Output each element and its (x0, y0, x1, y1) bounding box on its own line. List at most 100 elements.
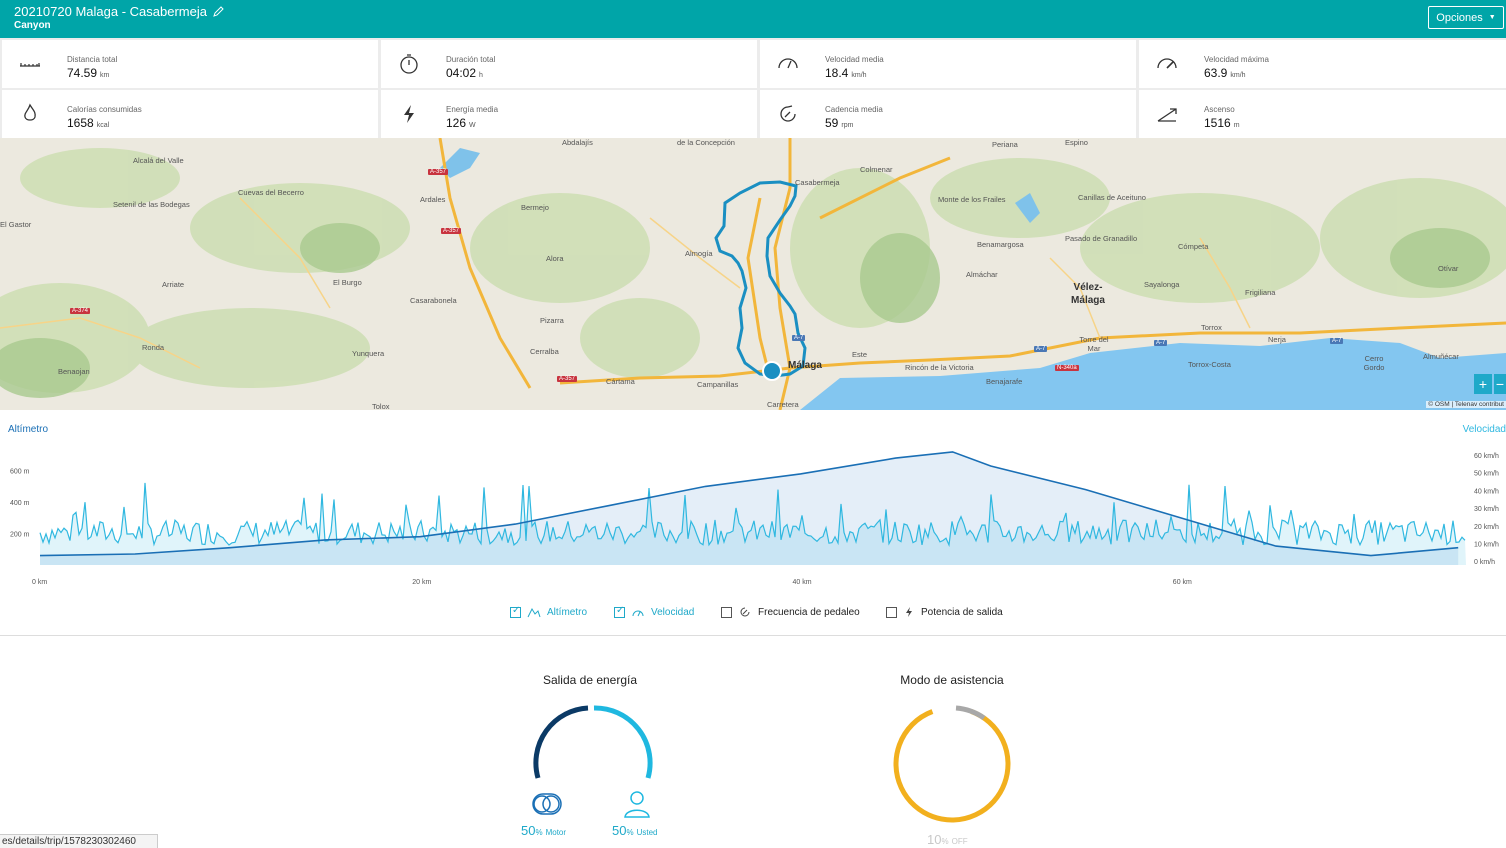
x-tick-label: 0 km (32, 579, 47, 586)
road-badge: N-340a (1055, 365, 1079, 371)
stat-value: 126 W (446, 116, 476, 130)
pencil-icon[interactable] (213, 6, 224, 17)
speed-checkbox[interactable] (614, 605, 625, 618)
speed-area (40, 482, 1466, 565)
x-tick-label: 60 km (1173, 579, 1192, 586)
road-badge: A-357 (428, 169, 449, 175)
map-place: Abdalajís (562, 138, 593, 147)
stat-cadence: Cadencia media 59 rpm (760, 90, 1136, 138)
stat-value: 18.4 km/h (825, 66, 867, 80)
map-place: Benamargosa (977, 240, 1024, 249)
altitude-line (39, 451, 1459, 557)
road-badge: A-7 (792, 335, 806, 341)
map-place: Ronda (142, 343, 165, 352)
map-place: Espino (1065, 138, 1088, 147)
legend-label: Potencia de salida (921, 606, 1003, 618)
stat-value: 1516 m (1204, 116, 1240, 130)
stat-label: Calorías consumidas (67, 105, 142, 114)
map-place: Alcalá del Valle (133, 156, 184, 165)
stat-ascent: Ascenso 1516 m (1139, 90, 1506, 138)
map-place: Almogía (685, 249, 713, 258)
x-tick-label: 40 km (793, 579, 812, 586)
map-place: Torrox-Costa (1188, 360, 1231, 369)
speed-line (39, 482, 1466, 548)
road-badge: A-357 (441, 228, 462, 234)
map-place: Setenil de las Bodegas (113, 200, 190, 209)
legend-speed[interactable]: Velocidad (614, 605, 695, 618)
lightning-icon (906, 607, 912, 617)
y2-tick-label: 30 km/h (1474, 506, 1499, 513)
gauge-icon (632, 610, 644, 617)
map-place: Otívar (1438, 264, 1459, 273)
legend-altimeter[interactable]: Altímetro (510, 605, 587, 618)
altimeter-checkbox[interactable] (510, 605, 521, 618)
off-percent: 10% OFF (927, 832, 968, 847)
map-place-city: Vélez-Málaga (1071, 282, 1105, 306)
map-canvas (0, 138, 1506, 410)
motor-arc (533, 705, 589, 779)
energy-gauge (533, 705, 653, 779)
power-checkbox[interactable] (886, 606, 897, 618)
map-place: Pizarra (540, 316, 564, 325)
caret-down-icon: ▼ (1488, 14, 1496, 21)
map-place: de la Concepción (677, 138, 735, 147)
y2-tick-label: 10 km/h (1474, 542, 1499, 549)
map-place: El Burgo (333, 278, 362, 287)
gauge-max-icon (1157, 58, 1177, 69)
map-place: Torre del Mar (1079, 335, 1109, 353)
stat-value: 63.9 km/h (1204, 66, 1246, 80)
elevation-speed-chart: Altímetro Velocidad 600 m 400 m 200 m 60 km… (0, 410, 1506, 636)
link-status-bar: es/details/trip/1578230302460 (0, 834, 158, 848)
legend-cadence[interactable]: Frecuencia de pedaleo (721, 606, 860, 618)
assist-off-arc (955, 705, 986, 721)
zoom-out-button[interactable]: − (1494, 374, 1506, 394)
stat-label: Velocidad máxima (1204, 55, 1269, 64)
legend-label: Velocidad (651, 606, 695, 618)
map-place: Colmenar (860, 165, 893, 174)
stat-label: Ascenso (1204, 105, 1235, 114)
map-place: Monte de los Frailes (938, 195, 1006, 204)
lightning-icon (404, 105, 414, 123)
y-tick-label: 400 m (10, 500, 30, 507)
stat-value: 74.59 km (67, 66, 110, 80)
map-place: Arriate (162, 280, 185, 289)
trip-header: 20210720 Malaga - Casabermeja Canyon Opc… (0, 0, 1506, 38)
user-arc (593, 705, 653, 779)
map-place: Cerralba (530, 347, 559, 356)
map-place: Ardales (420, 195, 446, 204)
legend-label: Frecuencia de pedaleo (758, 606, 860, 618)
road-badge: A-357 (557, 376, 578, 382)
legend-power[interactable]: Potencia de salida (886, 606, 1003, 618)
y2-tick-label: 40 km/h (1474, 488, 1499, 495)
map-place: Almuñécar (1423, 352, 1459, 361)
assist-gauge (893, 705, 1011, 823)
stat-avg-speed: Velocidad media 18.4 km/h (760, 40, 1136, 88)
stat-label: Cadencia media (825, 105, 883, 114)
y-tick-label: 200 m (10, 532, 30, 539)
stat-duration: Duración total 04:02 h (381, 40, 757, 88)
map-place: Canillas de Aceituno (1078, 193, 1146, 202)
altimeter-icon (527, 607, 541, 618)
cadence-checkbox[interactable] (721, 606, 732, 618)
motor-icon (532, 793, 562, 815)
route-map[interactable]: Alcalá del Valle Setenil de las Bodegas … (0, 138, 1506, 410)
chart-plot[interactable]: 600 m 400 m 200 m 60 km/h 50 km/h 40 km/h 30 k… (0, 410, 1506, 600)
y2-tick-label: 50 km/h (1474, 471, 1499, 478)
motor-percent: 50% Motor (521, 823, 567, 838)
stat-avg-power: Energía media 126 W (381, 90, 757, 138)
stat-label: Distancia total (67, 55, 118, 64)
flame-icon (24, 103, 36, 121)
zoom-in-button[interactable]: + (1474, 374, 1492, 394)
map-place: Torrox (1201, 323, 1222, 332)
stopwatch-icon (400, 54, 418, 74)
stat-value: 59 rpm (825, 116, 854, 130)
map-place: Tolox (372, 402, 390, 410)
options-button[interactable]: Opciones ▼ (1428, 6, 1504, 29)
stat-distance: Distancia total 74.59 km (2, 40, 378, 88)
bike-name: Canyon (14, 20, 51, 31)
map-place: Sayalonga (1144, 280, 1180, 289)
map-attribution[interactable]: © OSM | Telenav contribut (1426, 401, 1506, 408)
map-place: Casarabonela (410, 296, 457, 305)
y-tick-label: 600 m (10, 469, 30, 476)
map-place: Almáchar (966, 270, 998, 279)
